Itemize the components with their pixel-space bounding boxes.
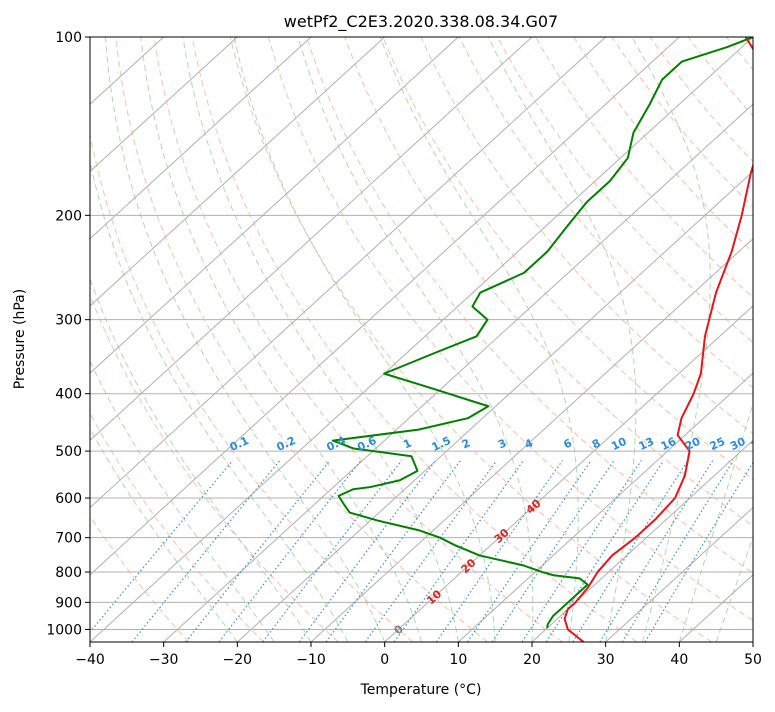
- x-axis-label: Temperature (°C): [360, 682, 482, 698]
- y-tick-label: 800: [55, 565, 82, 581]
- x-tick-label: 20: [523, 652, 541, 668]
- y-tick-label: 900: [55, 595, 82, 611]
- x-tick-label: 30: [597, 652, 615, 668]
- chart-title: wetPf2_C2E3.2020.338.08.34.G07: [284, 12, 558, 32]
- x-tick-label: −10: [296, 652, 326, 668]
- y-tick-label: 200: [55, 208, 82, 224]
- y-tick-label: 1000: [46, 622, 82, 638]
- x-tick-label: 50: [744, 652, 762, 668]
- x-tick-label: −30: [149, 652, 179, 668]
- y-tick-label: 600: [55, 491, 82, 507]
- x-tick-label: −20: [223, 652, 253, 668]
- y-axis-label: Pressure (hPa): [12, 289, 28, 389]
- y-tick-label: 700: [55, 531, 82, 547]
- y-tick-label: 400: [55, 387, 82, 403]
- x-tick-label: −40: [75, 652, 105, 668]
- y-tick-label: 500: [55, 444, 82, 460]
- y-tick-label: 300: [55, 313, 82, 329]
- y-tick-label: 100: [55, 30, 82, 46]
- x-tick-label: 40: [670, 652, 688, 668]
- x-tick-label: 0: [380, 652, 389, 668]
- x-tick-label: 10: [449, 652, 467, 668]
